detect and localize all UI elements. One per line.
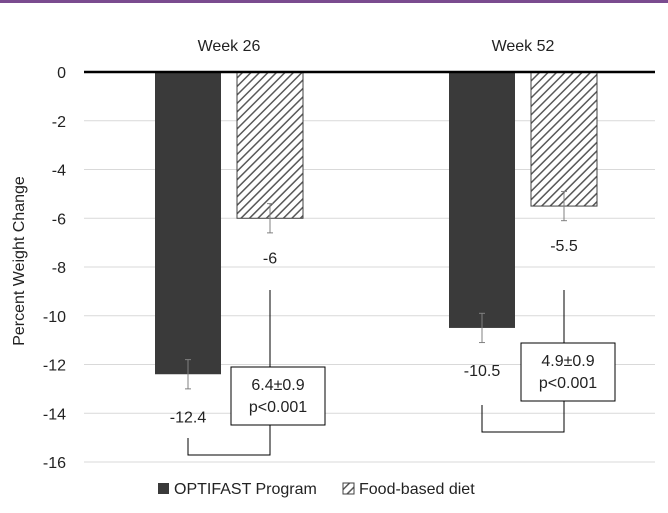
data-label: -10.5 [464, 363, 501, 380]
p-value: p<0.001 [539, 375, 597, 392]
bar-optifast-week26 [155, 72, 221, 375]
difference-box [230, 366, 326, 426]
y-tick-label: -14 [43, 406, 66, 423]
data-label: -12.4 [170, 409, 207, 426]
category-label: Week 52 [492, 38, 555, 55]
y-tick-label: -12 [43, 358, 66, 375]
y-axis-title: Percent Weight Change [11, 176, 28, 346]
y-tick-label: 0 [57, 65, 66, 82]
top-rule [0, 0, 668, 3]
data-label: -6 [263, 250, 277, 267]
y-tick-label: -16 [43, 455, 66, 472]
bar-food-diet-week52 [530, 71, 598, 207]
data-label: -5.5 [550, 238, 578, 255]
y-tick-label: -6 [52, 211, 66, 228]
y-tick-label: -8 [52, 260, 66, 277]
y-tick-label: -2 [52, 114, 66, 131]
legend-label: Food-based diet [359, 481, 475, 498]
difference-box [520, 342, 616, 402]
category-label: Week 26 [198, 38, 261, 55]
bar-optifast-week52 [449, 72, 515, 328]
difference-value: 4.9±0.9 [541, 353, 594, 370]
y-tick-label: -4 [52, 163, 66, 180]
legend-swatch-food-diet [342, 482, 355, 495]
legend-label: OPTIFAST Program [174, 481, 317, 498]
y-tick-label: -10 [43, 309, 66, 326]
difference-value: 6.4±0.9 [251, 377, 304, 394]
p-value: p<0.001 [249, 399, 307, 416]
bar-food-diet-week26 [236, 71, 304, 219]
legend-swatch-optifast [158, 483, 169, 494]
